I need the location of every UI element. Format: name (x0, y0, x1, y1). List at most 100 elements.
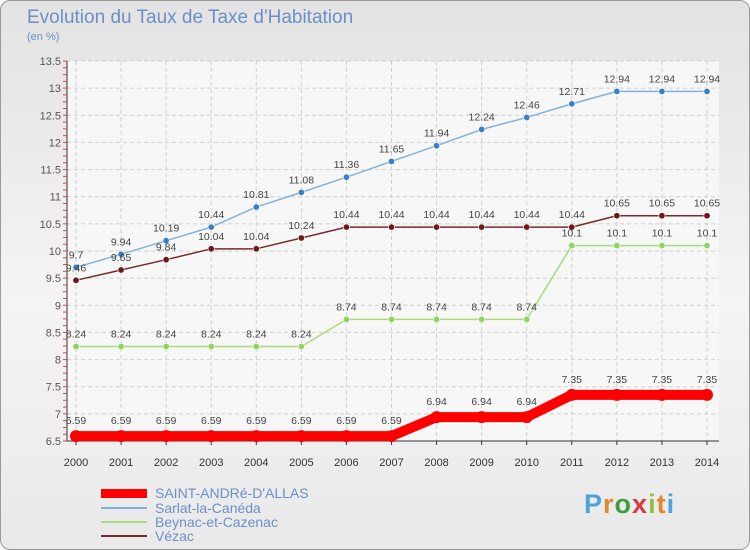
data-label: 6.94 (426, 396, 447, 408)
x-tick-label: 2000 (64, 457, 88, 469)
data-point (523, 113, 531, 121)
data-point (250, 430, 263, 443)
x-tick-label: 2010 (514, 457, 538, 469)
data-point (295, 430, 308, 443)
data-point (72, 343, 80, 351)
data-point (523, 223, 531, 231)
data-point (520, 411, 533, 424)
y-tick-label: 11 (50, 192, 61, 204)
data-point (613, 212, 621, 220)
data-label: 9.7 (69, 249, 84, 261)
data-point (387, 223, 395, 231)
data-point (475, 411, 488, 424)
logo-letter: P (584, 489, 604, 519)
data-point (205, 430, 218, 443)
logo-letter: t (656, 489, 667, 519)
data-point (70, 430, 82, 443)
data-point (430, 411, 443, 424)
data-point (252, 343, 260, 351)
data-point (72, 263, 80, 271)
data-point (297, 188, 305, 196)
data-point (433, 142, 441, 150)
legend-swatch (101, 535, 147, 537)
y-tick-label: 9 (55, 300, 61, 312)
legend-swatch (101, 507, 147, 509)
data-label: 8.24 (111, 329, 132, 341)
data-label: 12.94 (649, 73, 675, 85)
data-point (658, 87, 666, 95)
data-label: 10.81 (243, 189, 269, 201)
data-point (568, 223, 576, 231)
y-tick-label: 7.5 (46, 382, 61, 394)
x-tick-label: 2008 (424, 457, 448, 469)
data-label: 6.59 (291, 415, 312, 427)
data-point (658, 212, 666, 220)
data-label: 12.94 (604, 73, 630, 85)
logo-letter: i (648, 489, 657, 519)
data-point (162, 343, 170, 351)
data-point (387, 315, 395, 323)
y-tick-label: 8.5 (46, 327, 61, 339)
data-point (568, 100, 576, 108)
data-label: 10.65 (649, 198, 675, 210)
data-point (478, 223, 486, 231)
data-label: 10.44 (469, 209, 495, 221)
proxiti-logo: Proxiti (584, 489, 675, 520)
data-point (613, 87, 621, 95)
data-point (610, 388, 623, 401)
data-label: 10.44 (198, 209, 224, 221)
y-tick-label: 8 (55, 355, 61, 367)
data-label: 8.24 (291, 329, 312, 341)
legend-swatch (101, 521, 147, 523)
data-label: 12.94 (694, 73, 720, 85)
data-label: 6.59 (201, 415, 222, 427)
logo-letter: x (632, 489, 649, 519)
legend-swatch (101, 489, 147, 498)
data-point (117, 250, 125, 258)
data-label: 10.1 (697, 228, 718, 240)
data-point (207, 343, 215, 351)
data-label: 11.36 (334, 159, 360, 171)
data-point (568, 242, 576, 250)
data-point (658, 242, 666, 250)
data-point (478, 125, 486, 133)
x-tick-label: 2004 (244, 457, 268, 469)
data-point (160, 430, 173, 443)
x-tick-label: 2009 (469, 457, 493, 469)
logo-letter: i (666, 489, 676, 519)
data-point (297, 234, 305, 242)
data-point (207, 245, 215, 253)
data-label: 8.74 (336, 301, 357, 313)
data-label: 10.44 (559, 209, 585, 221)
data-label: 9.46 (66, 262, 87, 274)
y-tick-label: 13.5 (40, 56, 61, 68)
data-label: 6.59 (381, 415, 402, 427)
x-tick-label: 2005 (289, 457, 313, 469)
data-point (252, 245, 260, 253)
x-tick-label: 2006 (334, 457, 358, 469)
data-label: 10.1 (562, 228, 583, 240)
y-tick-label: 7 (55, 409, 61, 421)
data-point (252, 203, 260, 211)
data-point (162, 256, 170, 264)
data-point (117, 266, 125, 274)
data-label: 10.44 (423, 209, 449, 221)
data-point (703, 212, 711, 220)
legend-label: Beynac-et-Cazenac (155, 514, 278, 530)
y-tick-label: 10.5 (40, 219, 61, 231)
data-label: 10.19 (153, 223, 179, 235)
data-point (385, 430, 398, 443)
data-label: 11.08 (289, 174, 315, 186)
data-point (342, 173, 350, 181)
data-label: 7.35 (697, 374, 718, 386)
data-point (342, 223, 350, 231)
legend-label: Sarlat-la-Canéda (155, 500, 261, 516)
data-point (701, 388, 713, 401)
legend-label: SAINT-ANDRé-D'ALLAS (155, 485, 309, 501)
data-label: 8.24 (246, 329, 267, 341)
data-label: 12.71 (559, 86, 585, 98)
x-tick-label: 2014 (695, 457, 719, 469)
data-point (72, 276, 80, 284)
x-tick-label: 2003 (199, 457, 223, 469)
